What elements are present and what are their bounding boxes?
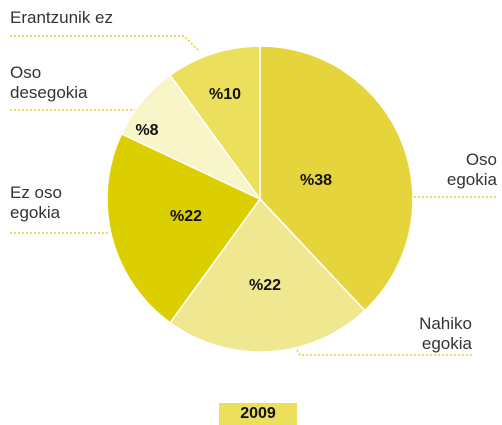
value-label: %22 [249, 277, 281, 294]
category-label: Ez oso egokia [10, 183, 62, 222]
caption: 2009 [219, 403, 297, 425]
pie-slice [169, 197, 366, 353]
value-label: %8 [135, 122, 158, 139]
pie-slice [169, 45, 261, 202]
category-label: Nahiko egokia [419, 314, 472, 353]
pie-slice [259, 45, 414, 312]
value-label: %38 [300, 172, 332, 189]
category-label: Erantzunik ez [10, 8, 113, 27]
leader-line [10, 35, 201, 53]
value-label: %10 [209, 86, 241, 103]
category-label: Oso desegokia [10, 63, 88, 102]
value-label: %22 [170, 208, 202, 225]
category-label: Oso egokia [446, 150, 497, 189]
